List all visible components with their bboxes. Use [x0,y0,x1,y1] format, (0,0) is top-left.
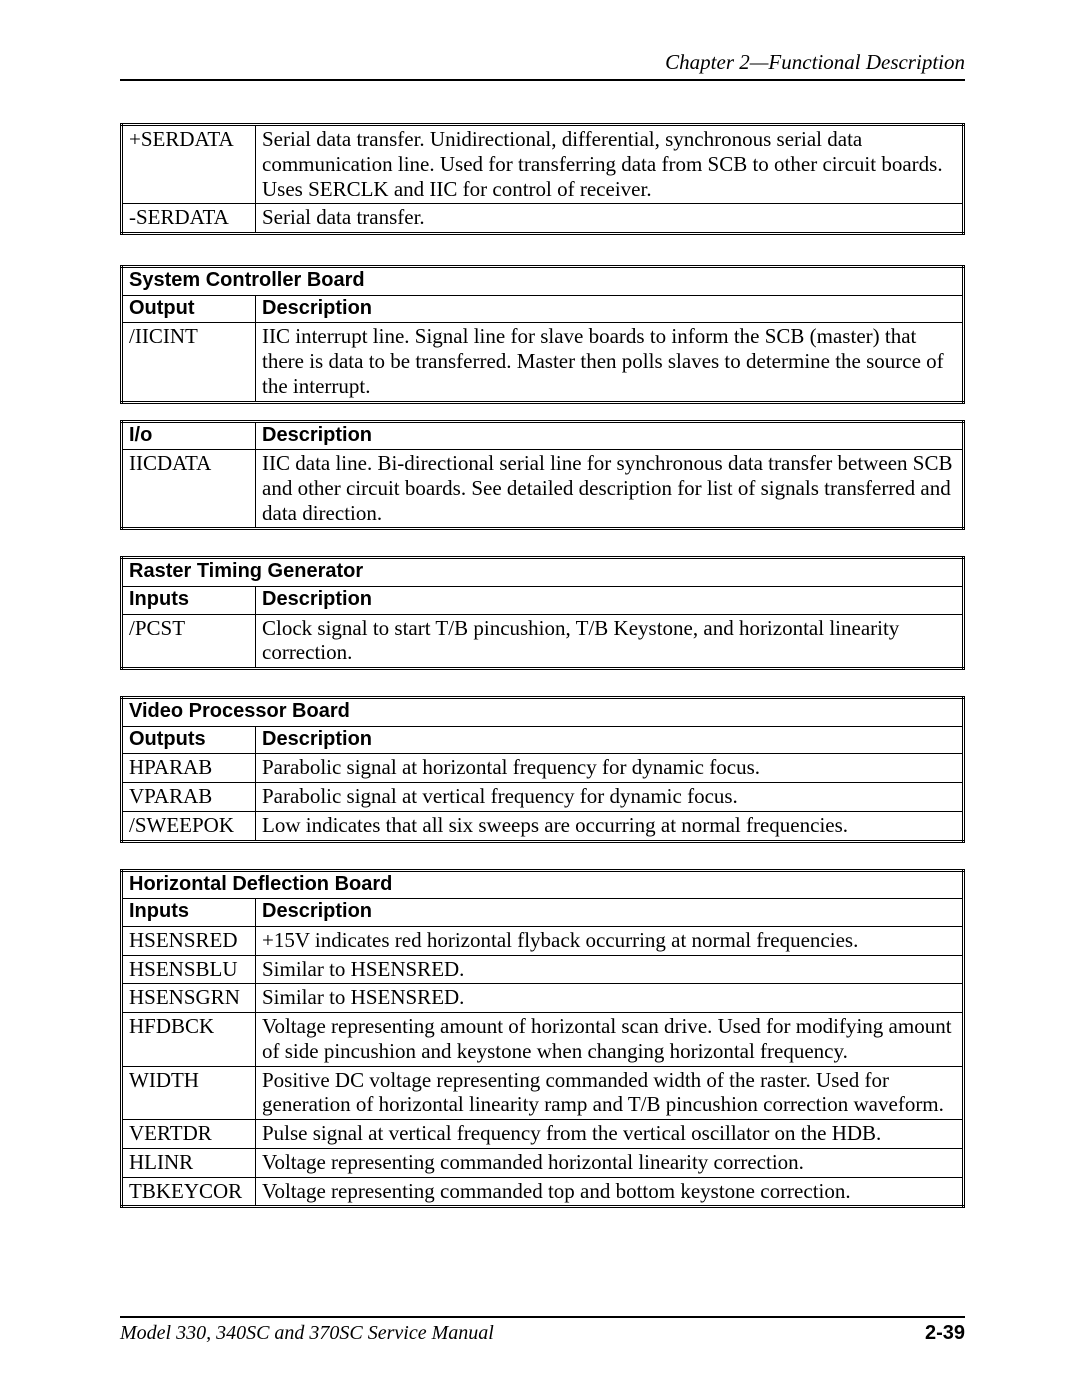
table-row: /PCST Clock signal to start T/B pincushi… [122,614,964,669]
col-header: Description [256,899,964,927]
signal-name: HSENSBLU [122,955,256,984]
table-scb-io: I/o Description IICDATA IIC data line. B… [120,420,965,531]
signal-name: WIDTH [122,1066,256,1120]
section-title-row: Raster Timing Generator [122,558,964,587]
header-rule [120,79,965,81]
section-title: Video Processor Board [122,698,964,727]
signal-name: /IICINT [122,323,256,402]
signal-desc: Voltage representing amount of horizonta… [256,1013,964,1067]
table-row: HLINR Voltage representing commanded hor… [122,1148,964,1177]
table-row: +SERDATA Serial data transfer. Unidirect… [122,125,964,204]
table-row: HSENSGRN Similar to HSENSRED. [122,984,964,1013]
col-header: Output [122,295,256,323]
column-header-row: Outputs Description [122,726,964,754]
table-row: /IICINT IIC interrupt line. Signal line … [122,323,964,402]
page-header: Chapter 2—Functional Description [120,50,965,75]
signal-desc: Pulse signal at vertical frequency from … [256,1120,964,1149]
signal-name: +SERDATA [122,125,256,204]
signal-name: VPARAB [122,783,256,812]
signal-name: HLINR [122,1148,256,1177]
footer-rule [120,1316,965,1318]
column-header-row: Inputs Description [122,899,964,927]
signal-desc: Positive DC voltage representing command… [256,1066,964,1120]
signal-name: HSENSRED [122,926,256,955]
table-row: TBKEYCOR Voltage representing commanded … [122,1177,964,1207]
page: Chapter 2—Functional Description +SERDAT… [0,0,1080,1397]
signal-desc: Voltage representing commanded top and b… [256,1177,964,1207]
signal-name: HSENSGRN [122,984,256,1013]
table-row: VPARAB Parabolic signal at vertical freq… [122,783,964,812]
section-title-row: Video Processor Board [122,698,964,727]
table-row: IICDATA IIC data line. Bi-directional se… [122,450,964,529]
footer-line: Model 330, 340SC and 370SC Service Manua… [120,1322,965,1345]
table-row: -SERDATA Serial data transfer. [122,204,964,234]
section-title: Horizontal Deflection Board [122,870,964,899]
page-footer: Model 330, 340SC and 370SC Service Manua… [120,1316,965,1345]
section-title: System Controller Board [122,267,964,296]
section-title: Raster Timing Generator [122,558,964,587]
table-rtg: Raster Timing Generator Inputs Descripti… [120,556,965,670]
col-header: Description [256,295,964,323]
table-row: WIDTH Positive DC voltage representing c… [122,1066,964,1120]
table-hdb: Horizontal Deflection Board Inputs Descr… [120,869,965,1209]
signal-name: /PCST [122,614,256,669]
col-header: Description [256,726,964,754]
signal-desc: IIC interrupt line. Signal line for slav… [256,323,964,402]
signal-desc: Similar to HSENSRED. [256,955,964,984]
table-row: HFDBCK Voltage representing amount of ho… [122,1013,964,1067]
table-scb: System Controller Board Output Descripti… [120,265,965,403]
col-header: Outputs [122,726,256,754]
col-header: Description [256,587,964,615]
col-header: Inputs [122,587,256,615]
signal-desc: Similar to HSENSRED. [256,984,964,1013]
table-serdata: +SERDATA Serial data transfer. Unidirect… [120,123,965,235]
footer-manual-title: Model 330, 340SC and 370SC Service Manua… [120,1322,494,1345]
column-header-row: Inputs Description [122,587,964,615]
signal-name: HFDBCK [122,1013,256,1067]
col-header: I/o [122,421,256,450]
section-title-row: System Controller Board [122,267,964,296]
signal-desc: Clock signal to start T/B pincushion, T/… [256,614,964,669]
signal-desc: Parabolic signal at vertical frequency f… [256,783,964,812]
footer-page-number: 2-39 [925,1322,965,1345]
signal-desc: Parabolic signal at horizontal frequency… [256,754,964,783]
signal-name: TBKEYCOR [122,1177,256,1207]
signal-desc: +15V indicates red horizontal flyback oc… [256,926,964,955]
table-row: HPARAB Parabolic signal at horizontal fr… [122,754,964,783]
col-header: Inputs [122,899,256,927]
table-row: VERTDR Pulse signal at vertical frequenc… [122,1120,964,1149]
col-header: Description [256,421,964,450]
column-header-row: Output Description [122,295,964,323]
table-vpb: Video Processor Board Outputs Descriptio… [120,696,965,842]
signal-name: -SERDATA [122,204,256,234]
column-header-row: I/o Description [122,421,964,450]
signal-name: /SWEEPOK [122,811,256,841]
table-row: /SWEEPOK Low indicates that all six swee… [122,811,964,841]
signal-desc: Voltage representing commanded horizonta… [256,1148,964,1177]
table-row: HSENSBLU Similar to HSENSRED. [122,955,964,984]
signal-desc: Low indicates that all six sweeps are oc… [256,811,964,841]
section-title-row: Horizontal Deflection Board [122,870,964,899]
signal-name: HPARAB [122,754,256,783]
signal-name: IICDATA [122,450,256,529]
signal-desc: IIC data line. Bi-directional serial lin… [256,450,964,529]
signal-desc: Serial data transfer. Unidirectional, di… [256,125,964,204]
table-row: HSENSRED +15V indicates red horizontal f… [122,926,964,955]
signal-name: VERTDR [122,1120,256,1149]
signal-desc: Serial data transfer. [256,204,964,234]
